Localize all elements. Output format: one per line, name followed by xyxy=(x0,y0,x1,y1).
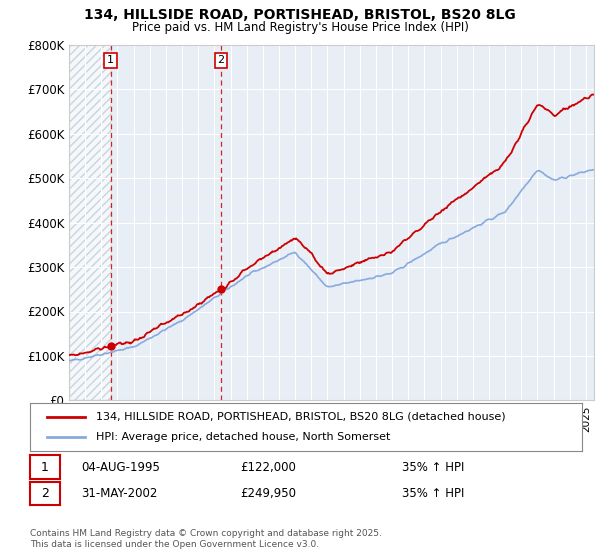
Text: 35% ↑ HPI: 35% ↑ HPI xyxy=(402,487,464,500)
Text: 134, HILLSIDE ROAD, PORTISHEAD, BRISTOL, BS20 8LG: 134, HILLSIDE ROAD, PORTISHEAD, BRISTOL,… xyxy=(84,8,516,22)
Text: £122,000: £122,000 xyxy=(240,460,296,474)
Text: 1: 1 xyxy=(41,460,49,474)
Text: 31-MAY-2002: 31-MAY-2002 xyxy=(81,487,157,500)
Text: £249,950: £249,950 xyxy=(240,487,296,500)
Text: 2: 2 xyxy=(41,487,49,500)
Text: 04-AUG-1995: 04-AUG-1995 xyxy=(81,460,160,474)
Text: 134, HILLSIDE ROAD, PORTISHEAD, BRISTOL, BS20 8LG (detached house): 134, HILLSIDE ROAD, PORTISHEAD, BRISTOL,… xyxy=(96,412,506,422)
Text: Price paid vs. HM Land Registry's House Price Index (HPI): Price paid vs. HM Land Registry's House … xyxy=(131,21,469,34)
Text: 35% ↑ HPI: 35% ↑ HPI xyxy=(402,460,464,474)
Text: 1: 1 xyxy=(107,55,114,66)
Text: Contains HM Land Registry data © Crown copyright and database right 2025.
This d: Contains HM Land Registry data © Crown c… xyxy=(30,529,382,549)
Bar xyxy=(69,45,111,400)
Text: HPI: Average price, detached house, North Somerset: HPI: Average price, detached house, Nort… xyxy=(96,432,391,442)
Text: 2: 2 xyxy=(218,55,224,66)
